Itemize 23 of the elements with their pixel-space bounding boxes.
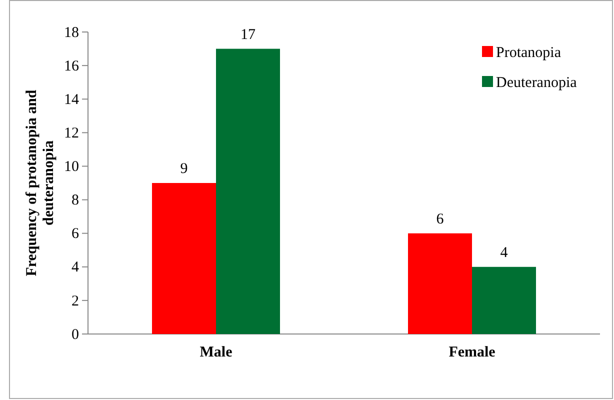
bar: [472, 266, 536, 334]
data-label: 17: [240, 26, 256, 43]
data-label: 9: [180, 161, 188, 177]
bar: [152, 183, 216, 334]
bar: [216, 48, 280, 334]
y-tick-label: 4: [72, 260, 80, 276]
y-tick-label: 0: [72, 326, 79, 343]
y-tick-label: 12: [64, 125, 79, 142]
data-label: 4: [500, 244, 508, 261]
y-axis-title: Frequency of protanopia and deuteranopia: [24, 89, 57, 276]
data-label: 6: [436, 211, 444, 228]
y-tick-label: 18: [64, 24, 79, 41]
x-tick-label: Female: [448, 344, 496, 361]
bar: [408, 233, 472, 334]
y-tick-label: 2: [72, 293, 79, 310]
y-tick-label: 16: [64, 58, 80, 74]
x-tick-label: Male: [200, 344, 233, 361]
y-tick-label: 6: [72, 226, 80, 242]
y-tick-label: 10: [64, 159, 79, 176]
y-tick-label: 8: [72, 192, 79, 209]
legend-label: Protanopia: [496, 45, 562, 61]
legend-label: Deuteranopia: [496, 75, 578, 91]
y-tick-label: 14: [64, 92, 80, 108]
